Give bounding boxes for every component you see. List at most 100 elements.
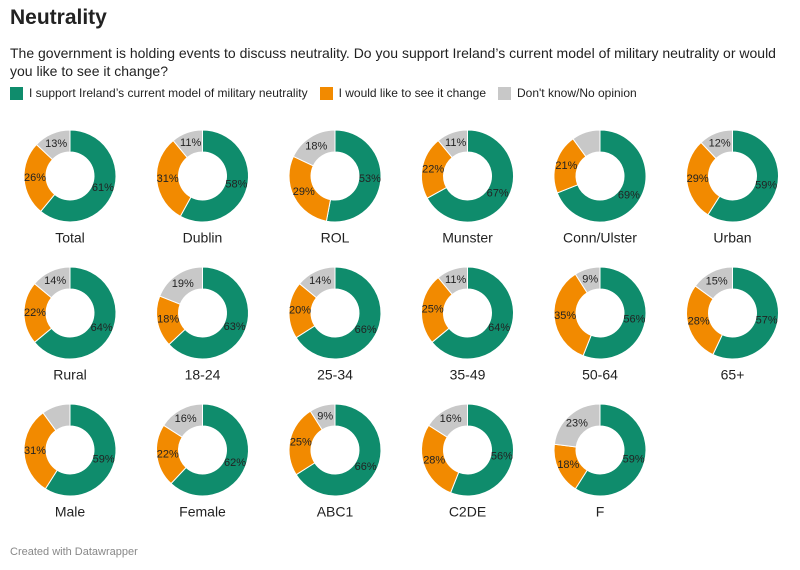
legend-item: I support Ireland’s current model of mil… <box>10 86 308 100</box>
category-label: 35-49 <box>450 367 486 383</box>
legend-label: Don't know/No opinion <box>517 86 637 100</box>
donut-slice <box>39 129 117 223</box>
data-label: 18% <box>157 313 179 325</box>
data-label: 11% <box>180 137 201 149</box>
donut-slice <box>553 273 592 357</box>
data-label: 64% <box>91 322 113 334</box>
data-label: 29% <box>687 173 709 185</box>
data-label: 23% <box>566 418 588 430</box>
category-label: ABC1 <box>317 504 354 520</box>
category-label: Conn/Ulster <box>563 230 637 246</box>
data-label: 25% <box>290 436 312 448</box>
data-label: 9% <box>582 273 598 285</box>
data-label: 18% <box>557 459 579 471</box>
data-label: 66% <box>355 461 377 473</box>
legend-swatch <box>319 86 333 100</box>
data-label: 18% <box>305 140 327 152</box>
data-label: 12% <box>709 137 731 149</box>
title: Neutrality <box>10 6 107 29</box>
donut-slice <box>44 403 117 497</box>
data-label: 62% <box>224 457 246 469</box>
donut-slice <box>449 403 514 497</box>
data-label: 63% <box>224 321 246 333</box>
donut-slice <box>712 266 779 360</box>
data-label: 35% <box>554 310 576 322</box>
legend-label: I would like to see it change <box>338 86 486 100</box>
data-label: 11% <box>445 137 466 149</box>
donut-slice <box>325 129 382 223</box>
data-label: 22% <box>24 307 46 319</box>
legend-label: I support Ireland’s current model of mil… <box>29 86 308 100</box>
donut-slice <box>437 266 468 296</box>
donut-slice <box>295 266 382 360</box>
data-label: 61% <box>92 182 114 194</box>
data-label: 11% <box>445 274 466 286</box>
data-label: 20% <box>289 305 311 317</box>
donut-slice <box>179 129 249 223</box>
data-label: 22% <box>157 448 179 460</box>
legend-item: I would like to see it change <box>319 86 486 100</box>
data-label: 56% <box>623 313 645 325</box>
donut-slice <box>431 266 514 360</box>
donut-slice <box>574 403 647 497</box>
data-label: 66% <box>355 324 377 336</box>
data-label: 9% <box>317 410 333 422</box>
data-label: 56% <box>491 450 513 462</box>
data-label: 59% <box>623 454 645 466</box>
donut-slice <box>295 403 382 497</box>
donut-slice <box>42 403 71 432</box>
data-label: 69% <box>618 190 640 202</box>
footer: Created with Datawrapper <box>10 546 138 558</box>
category-label: 65+ <box>721 367 745 383</box>
donut-slice <box>700 129 733 160</box>
data-label: 59% <box>93 454 115 466</box>
donut-slice <box>168 266 249 360</box>
donut-slice <box>172 129 203 159</box>
donut-slice <box>159 266 203 305</box>
donut-slice <box>162 403 203 438</box>
donut-slice <box>556 129 647 223</box>
category-label: Munster <box>442 230 493 246</box>
category-label: Female <box>179 504 226 520</box>
legend-swatch <box>498 86 511 100</box>
donut-slice <box>298 266 336 299</box>
data-label: 53% <box>359 173 381 185</box>
donut-slice <box>35 129 71 161</box>
data-label: 58% <box>225 179 247 191</box>
data-label: 31% <box>24 445 46 457</box>
data-label: 14% <box>44 275 66 287</box>
data-label: 59% <box>755 180 777 192</box>
category-label: Urban <box>713 230 751 246</box>
data-label: 19% <box>172 278 194 290</box>
category-label: 18-24 <box>185 367 221 383</box>
legend-swatch <box>10 86 23 100</box>
data-label: 22% <box>422 163 444 175</box>
category-label: Total <box>55 230 85 246</box>
category-label: 25-34 <box>317 367 353 383</box>
donut-slice <box>170 403 249 497</box>
donut-slice <box>582 266 647 360</box>
legend-item: Don't know/No opinion <box>498 86 637 100</box>
data-label: 21% <box>555 160 577 172</box>
donut-slice <box>33 266 117 360</box>
donut-slice <box>292 129 336 167</box>
donut-slice <box>572 129 601 158</box>
donut-slice <box>437 129 468 159</box>
donut-slice <box>33 266 71 299</box>
donut-slice <box>427 403 468 438</box>
category-label: 50-64 <box>582 367 618 383</box>
legend: I support Ireland’s current model of mil… <box>10 86 637 100</box>
data-label: 15% <box>706 276 728 288</box>
donut-slice <box>574 266 601 294</box>
category-label: C2DE <box>449 504 486 520</box>
data-label: 28% <box>688 316 710 328</box>
data-label: 25% <box>422 304 444 316</box>
data-label: 31% <box>157 173 179 185</box>
data-label: 28% <box>423 455 445 467</box>
data-label: 16% <box>175 413 197 425</box>
data-label: 16% <box>440 413 462 425</box>
data-label: 29% <box>293 186 315 198</box>
donut-slice <box>426 129 514 223</box>
